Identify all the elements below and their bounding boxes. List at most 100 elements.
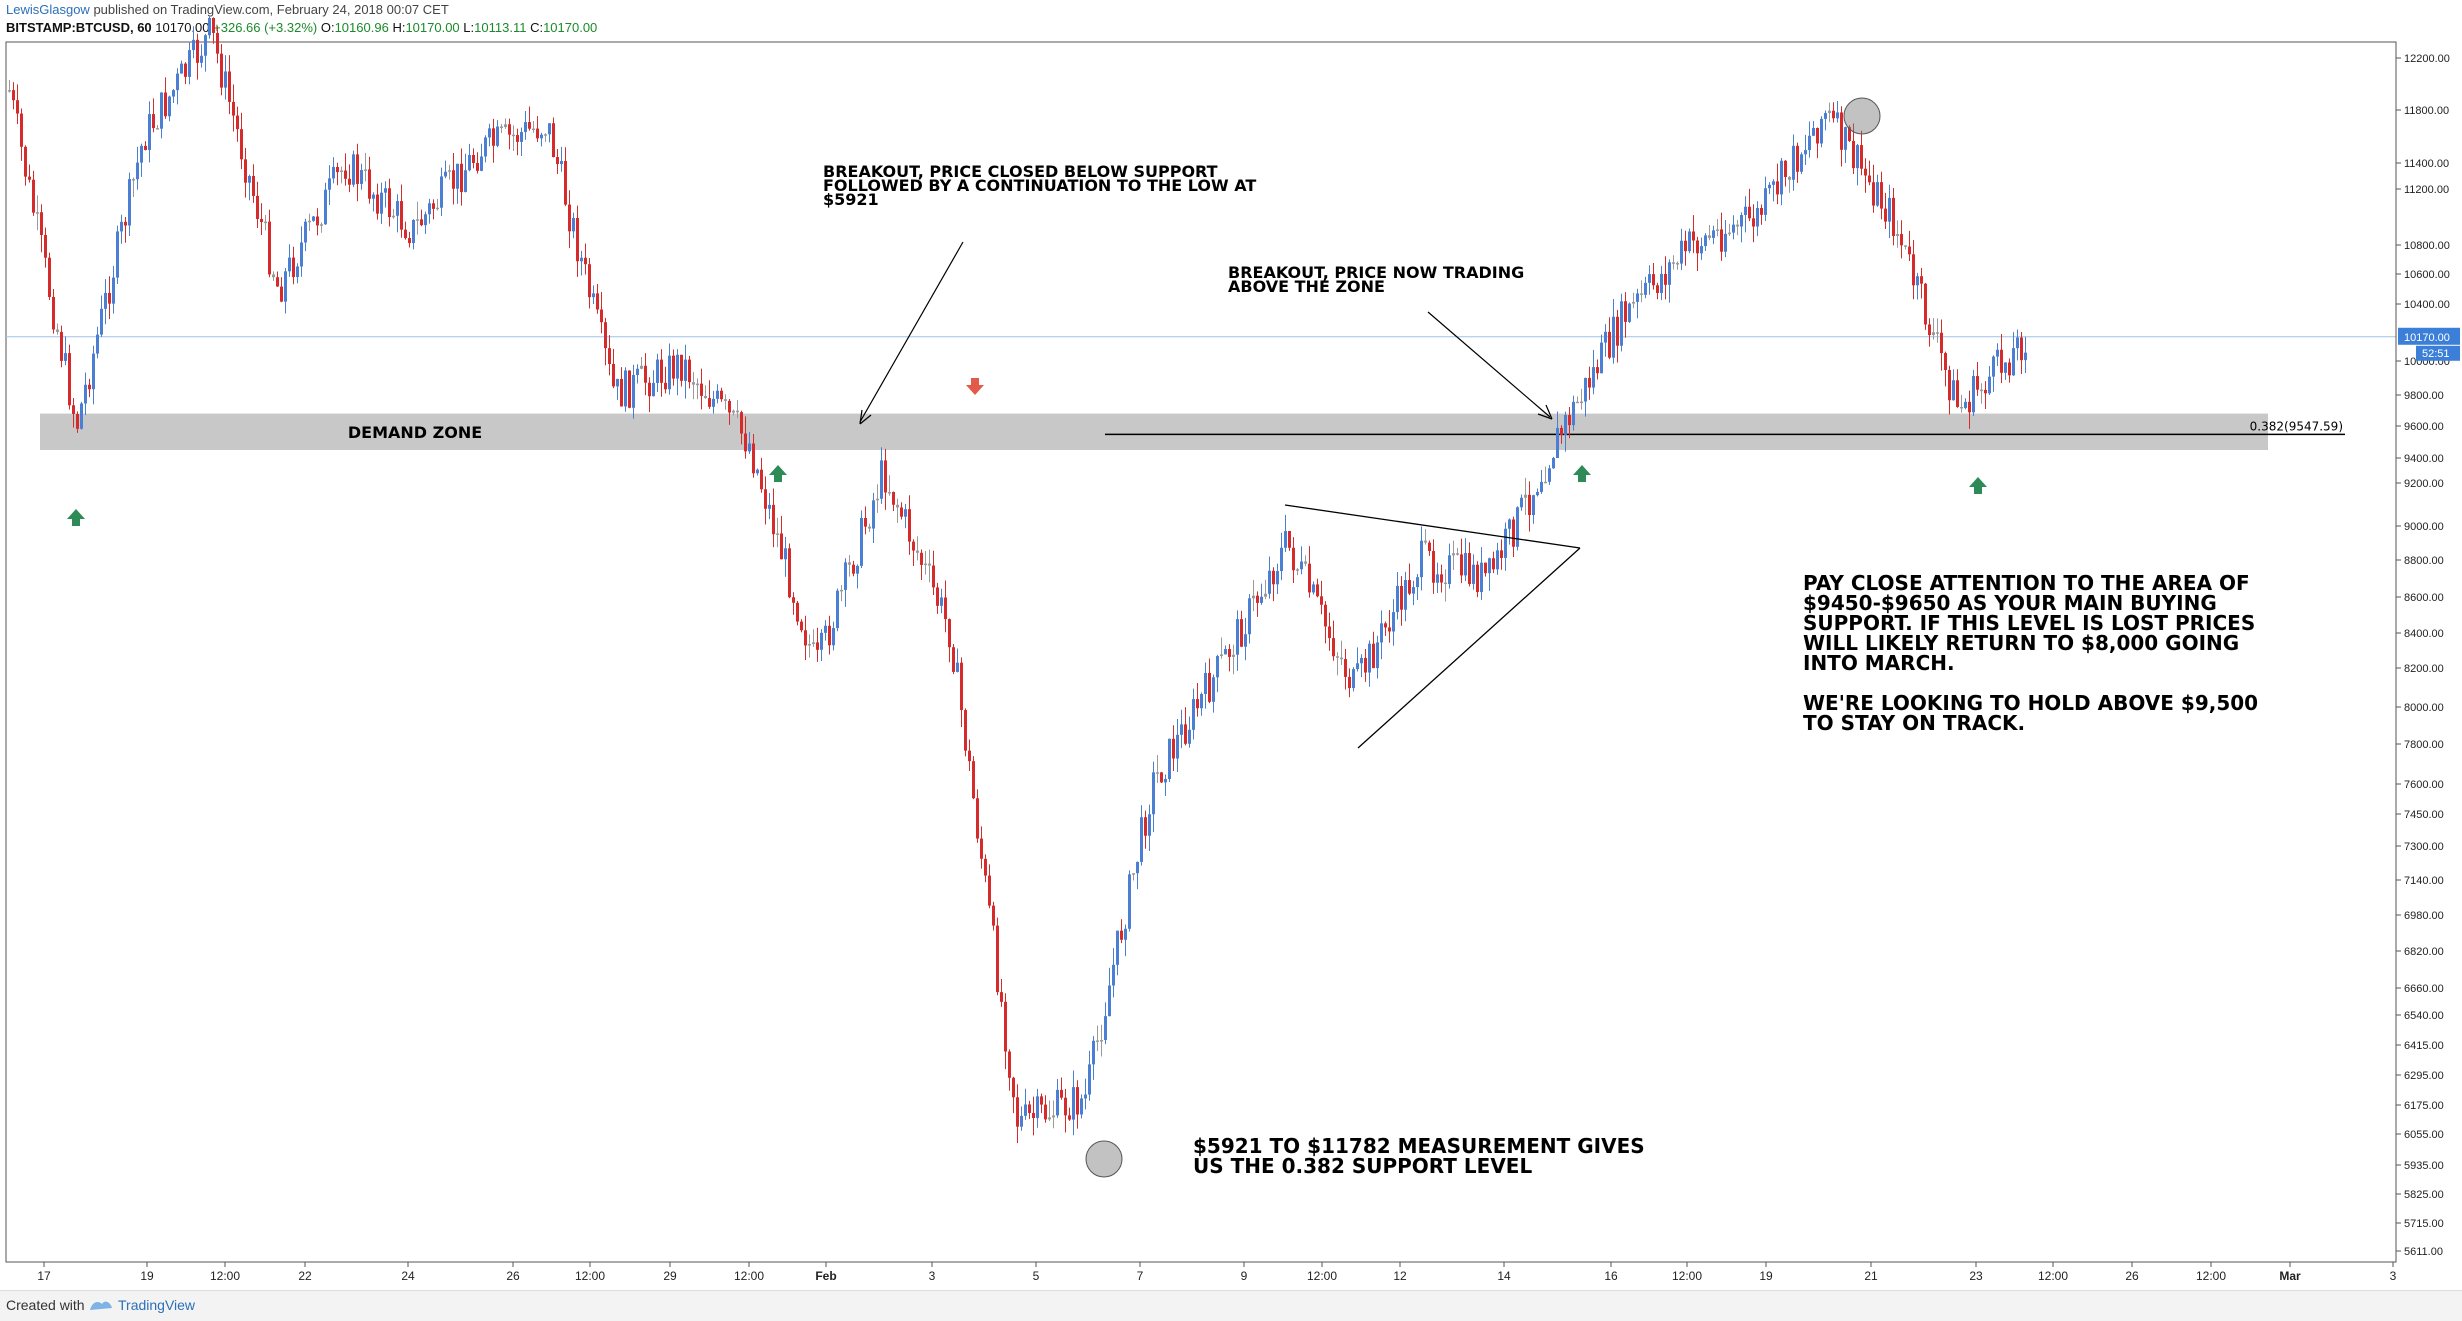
candle-body bbox=[1248, 598, 1251, 635]
candle-body bbox=[536, 128, 539, 139]
candle-body bbox=[324, 189, 327, 225]
candle-body bbox=[432, 203, 435, 209]
candle-body bbox=[448, 170, 451, 172]
candle-body bbox=[1612, 316, 1615, 358]
candle-body bbox=[1952, 380, 1955, 401]
candle-body bbox=[68, 353, 71, 406]
candle-body bbox=[1532, 495, 1535, 516]
author-link[interactable]: LewisGlasgow bbox=[6, 2, 90, 17]
candle-body bbox=[1788, 176, 1791, 180]
candle-body bbox=[1708, 235, 1711, 238]
candle-body bbox=[588, 264, 591, 298]
candle-body bbox=[1560, 427, 1563, 435]
y-axis-label: 7140.00 bbox=[2404, 875, 2444, 887]
candle-body bbox=[1068, 1115, 1071, 1120]
candle-body bbox=[364, 169, 367, 171]
candle-body bbox=[916, 550, 919, 553]
candle-body bbox=[252, 176, 255, 196]
x-axis-label: 16 bbox=[1604, 1269, 1618, 1283]
annotation-plan-line: WE'RE LOOKING TO HOLD ABOVE $9,500 bbox=[1803, 691, 2258, 715]
candle-body bbox=[196, 39, 199, 63]
candle-body bbox=[1928, 324, 1931, 336]
x-axis-label: 26 bbox=[2125, 1269, 2139, 1283]
candle-body bbox=[1872, 182, 1875, 206]
price-change: +326.66 (+3.32%) bbox=[213, 20, 318, 35]
y-axis-label: 9600.00 bbox=[2404, 421, 2444, 433]
low-circle-marker bbox=[1085, 1140, 1123, 1178]
candle-body bbox=[1676, 262, 1679, 265]
candle-body bbox=[1184, 724, 1187, 744]
annotation-breakdown-line: FOLLOWED BY A CONTINUATION TO THE LOW AT bbox=[823, 176, 1256, 195]
candle-body bbox=[400, 201, 403, 230]
candle-body bbox=[344, 170, 347, 179]
candle-body bbox=[40, 212, 43, 236]
candle-body bbox=[1164, 778, 1167, 783]
candle-body bbox=[1692, 231, 1695, 241]
candle-body bbox=[1832, 110, 1835, 119]
candle-body bbox=[1028, 1104, 1031, 1113]
candle-body bbox=[1816, 128, 1819, 144]
green-up-arrow-icon bbox=[67, 509, 85, 526]
candle-body bbox=[84, 384, 87, 404]
candle-body bbox=[1948, 370, 1951, 401]
candle-body bbox=[1524, 494, 1527, 498]
candle-body bbox=[668, 355, 671, 390]
y-axis-label: 7600.00 bbox=[2404, 779, 2444, 791]
candle-body bbox=[1476, 564, 1479, 593]
candle-body bbox=[800, 621, 803, 631]
candle-body bbox=[316, 216, 319, 226]
candle-body bbox=[892, 491, 895, 505]
tradingview-logo-icon bbox=[88, 1298, 114, 1315]
candle-body bbox=[436, 207, 439, 210]
breakdown-pointer-line bbox=[859, 241, 964, 423]
candle-body bbox=[608, 348, 611, 364]
candle-body bbox=[184, 63, 187, 77]
candle-body bbox=[1704, 235, 1707, 247]
candle-body bbox=[1644, 282, 1647, 295]
y-axis-label: 9800.00 bbox=[2404, 390, 2444, 402]
candle-body bbox=[452, 170, 455, 189]
candle-body bbox=[1596, 367, 1599, 374]
candle-body bbox=[248, 176, 251, 183]
candle-body bbox=[1060, 1089, 1063, 1098]
demand-zone-label: DEMAND ZONE bbox=[348, 423, 482, 442]
candle-body bbox=[1852, 140, 1855, 169]
candle-body bbox=[1480, 562, 1483, 593]
candle-body bbox=[648, 382, 651, 397]
candle-body bbox=[1680, 240, 1683, 264]
candle-body bbox=[1672, 262, 1675, 264]
candle-body bbox=[1036, 1096, 1039, 1119]
candle-body bbox=[940, 597, 943, 606]
candle-body bbox=[1020, 1115, 1023, 1127]
candle-body bbox=[148, 114, 151, 150]
candle-body bbox=[2016, 337, 2019, 349]
candle-body bbox=[1636, 293, 1639, 302]
candle-body bbox=[1152, 772, 1155, 815]
candle-body bbox=[404, 229, 407, 239]
plot-frame bbox=[5, 41, 2397, 1263]
candle-body bbox=[1652, 274, 1655, 286]
candle-body bbox=[1220, 654, 1223, 657]
close-value: 10170.00 bbox=[543, 20, 598, 35]
candle-body bbox=[1168, 738, 1171, 779]
candle-body bbox=[392, 215, 395, 218]
y-axis-label: 5611.00 bbox=[2404, 1246, 2443, 1258]
candle-body bbox=[1192, 699, 1195, 730]
candle-body bbox=[1284, 531, 1287, 548]
candle-body bbox=[1720, 229, 1723, 252]
candle-body bbox=[52, 296, 55, 330]
candle-body bbox=[168, 96, 171, 117]
candle-body bbox=[1092, 1040, 1095, 1065]
candle-body bbox=[116, 231, 119, 278]
candle-body bbox=[76, 413, 79, 429]
candle-body bbox=[888, 491, 891, 494]
candle-body bbox=[1044, 1104, 1047, 1120]
candle-body bbox=[1520, 497, 1523, 508]
candle-body bbox=[60, 331, 63, 361]
candle-body bbox=[660, 359, 663, 383]
candle-body bbox=[1964, 401, 1967, 408]
tradingview-brand-link[interactable]: TradingView bbox=[118, 1297, 196, 1313]
candle-body bbox=[1732, 224, 1735, 233]
price-chart[interactable]: DEMAND ZONE 0.382(9547.59) BREAKOUT, PRICE… bbox=[0, 0, 2462, 1290]
annotation-plan-line: $9450-$9650 AS YOUR MAIN BUYING bbox=[1803, 591, 2217, 615]
